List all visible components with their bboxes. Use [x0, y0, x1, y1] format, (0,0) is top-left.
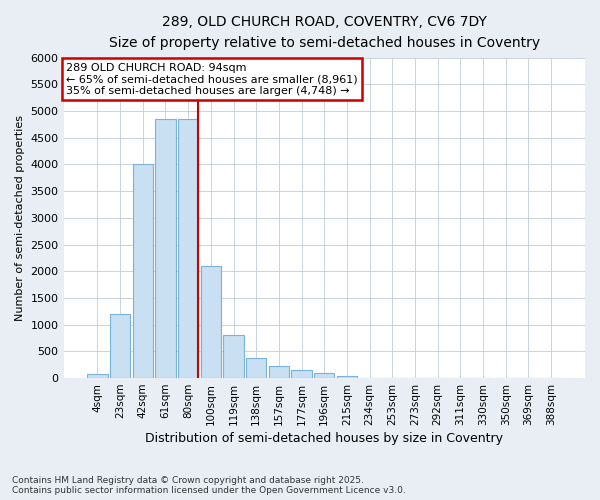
- Bar: [246, 358, 266, 378]
- Bar: [292, 370, 312, 378]
- Bar: [110, 314, 130, 378]
- Bar: [155, 119, 176, 378]
- Bar: [178, 119, 199, 378]
- Y-axis label: Number of semi-detached properties: Number of semi-detached properties: [15, 115, 25, 321]
- Bar: [87, 374, 107, 378]
- Bar: [269, 366, 289, 378]
- Bar: [314, 374, 334, 378]
- Bar: [223, 336, 244, 378]
- Text: 289 OLD CHURCH ROAD: 94sqm
← 65% of semi-detached houses are smaller (8,961)
35%: 289 OLD CHURCH ROAD: 94sqm ← 65% of semi…: [66, 62, 358, 96]
- Title: 289, OLD CHURCH ROAD, COVENTRY, CV6 7DY
Size of property relative to semi-detach: 289, OLD CHURCH ROAD, COVENTRY, CV6 7DY …: [109, 15, 540, 50]
- Bar: [200, 266, 221, 378]
- Text: Contains HM Land Registry data © Crown copyright and database right 2025.
Contai: Contains HM Land Registry data © Crown c…: [12, 476, 406, 495]
- Bar: [133, 164, 153, 378]
- Bar: [337, 376, 357, 378]
- X-axis label: Distribution of semi-detached houses by size in Coventry: Distribution of semi-detached houses by …: [145, 432, 503, 445]
